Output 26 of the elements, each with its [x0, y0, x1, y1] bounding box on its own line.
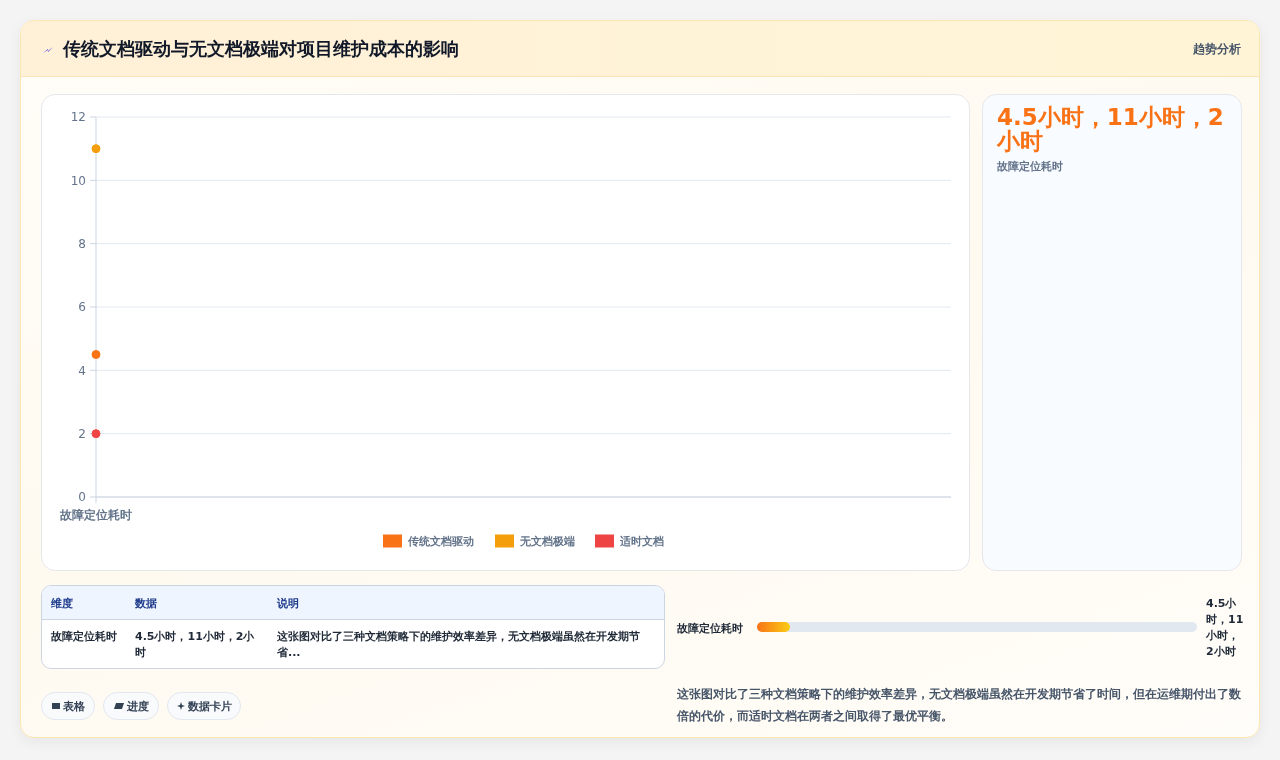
text: 4.5小时，11小时，2小时: [1206, 596, 1245, 660]
text: 数据: [135, 596, 157, 611]
text: 这张图对比了三种文档策略下的维护效率差异，无文档极端虽然在开发期节省了时间，但在运维期付出了数倍的代价，而适时文档在两者之间取得了最优平衡。: [677, 686, 1242, 725]
text: 4.5小时，11小时，2小时: [135, 629, 256, 661]
y-tick-label: 8: [78, 236, 86, 251]
text: 4.5小时，11小时，2小时: [997, 104, 1225, 154]
y-tick-label: 2: [78, 426, 86, 441]
text: 故障定位耗时: [51, 629, 118, 645]
text: 维度: [51, 596, 73, 611]
text: 故障定位耗时: [997, 159, 1064, 174]
y-tick-label: 4: [78, 363, 86, 378]
y-tick-label: 6: [78, 300, 86, 315]
y-tick-label: 0: [78, 490, 86, 505]
legend-label: 无文档极端: [518, 534, 575, 548]
y-tick-label: 12: [70, 110, 86, 125]
text: 故障定位耗时: [677, 621, 743, 636]
text: 说明: [277, 596, 299, 611]
text: 表格: [62, 698, 85, 714]
text: 数据卡片: [187, 698, 232, 714]
text: 传统文档驱动与无文档极端对项目维护成本的影响: [63, 37, 459, 61]
text: 这张图对比了三种文档策略下的维护效率差异，无文档极端虽然在开发期节省...: [277, 629, 641, 661]
text: 进度: [126, 698, 149, 714]
legend-label: 传统文档驱动: [406, 534, 474, 548]
text: 趋势分析: [1193, 41, 1241, 58]
legend-label: 适时文档: [618, 534, 664, 548]
y-tick-label: 10: [70, 173, 86, 188]
